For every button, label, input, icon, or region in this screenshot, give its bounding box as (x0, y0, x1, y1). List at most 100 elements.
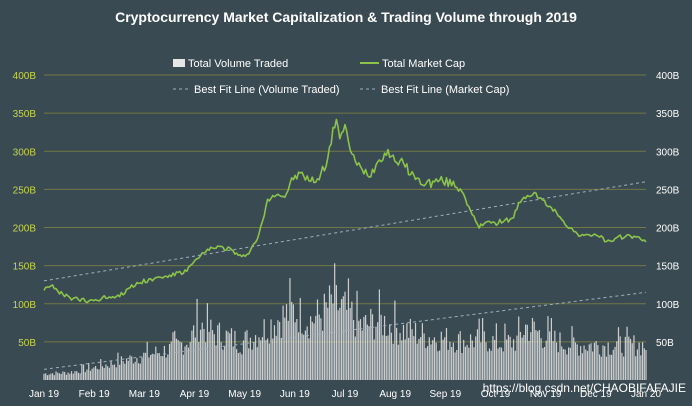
volume-bar (72, 373, 74, 380)
volume-bar (337, 310, 339, 380)
volume-bar (210, 319, 212, 380)
volume-bar (294, 322, 296, 380)
volume-bar (103, 367, 105, 380)
right-axis-ticks: 400B 350B 300B 250B 200B 150B 100B 50B (656, 71, 680, 349)
volume-bar (547, 316, 549, 380)
volume-bar (60, 373, 62, 380)
volume-bar (230, 328, 233, 380)
volume-bar (635, 356, 637, 380)
volume-bar (267, 338, 269, 380)
volume-bar (590, 343, 592, 380)
volume-bar (463, 339, 465, 380)
volume-bar (408, 337, 410, 380)
volume-bar (124, 363, 126, 380)
volume-bar (184, 346, 186, 380)
volume-bar (322, 330, 324, 380)
right-tick-label: 400B (656, 71, 680, 82)
volume-bar (390, 332, 393, 380)
volume-bar (500, 347, 503, 380)
volume-bar (330, 294, 332, 380)
volume-bar (397, 344, 399, 380)
volume-bar (368, 326, 370, 380)
market-cap-line (43, 118, 647, 304)
right-tick-label: 50B (656, 338, 674, 349)
volume-bar (420, 337, 422, 380)
volume-bar (122, 361, 124, 380)
volume-bar (327, 307, 329, 380)
volume-bar (421, 323, 423, 380)
volume-bar (614, 346, 616, 380)
volume-bar (598, 354, 601, 380)
volume-bar (261, 337, 264, 380)
volume-bar (604, 346, 606, 380)
legend-bestfit-market-cap-label: Best Fit Line (Market Cap) (381, 84, 509, 96)
volume-bar (144, 352, 147, 380)
volume-bar (531, 317, 534, 380)
volume-bar (461, 352, 463, 380)
volume-bar (456, 349, 458, 380)
volume-bar (404, 339, 406, 380)
volume-bar (645, 350, 647, 380)
left-tick-label: 150B (13, 262, 37, 273)
volume-bar (256, 347, 258, 380)
volume-bar (473, 347, 475, 380)
volume-bar (325, 302, 327, 380)
volume-bar (201, 322, 203, 380)
volume-bar (530, 332, 532, 380)
volume-bar (100, 359, 102, 380)
volume-bar (119, 364, 121, 380)
volume-bar (93, 367, 95, 380)
volume-bar (45, 373, 47, 380)
best-fit-lines (43, 181, 647, 370)
x-axis-ticks: Jan 19 Feb 19 Mar 19 Apr 19 May 19 Jun 19 Jul … (29, 389, 661, 400)
volume-bar (275, 335, 277, 380)
volume-bar (172, 332, 174, 380)
volume-bar (626, 326, 628, 380)
x-tick-label: Jan 20 (631, 389, 661, 400)
volume-bar (187, 347, 190, 380)
volume-bar (609, 354, 611, 380)
volume-bar (158, 353, 160, 380)
volume-bar (557, 352, 559, 380)
volume-bar (175, 338, 178, 380)
volume-bar (168, 343, 171, 380)
volume-bar (253, 342, 255, 380)
volume-bar (535, 330, 537, 380)
volume-bar (304, 330, 307, 380)
right-tick-label: 350B (656, 109, 680, 120)
volume-bar (525, 324, 527, 380)
volume-bar (454, 352, 456, 380)
volume-bar (251, 349, 253, 380)
volume-bar (514, 350, 516, 380)
volume-bar (576, 344, 578, 380)
volume-bar (105, 364, 107, 380)
volume-bar (218, 322, 221, 380)
volume-bar (506, 339, 508, 380)
x-tick-label: May 19 (228, 389, 261, 400)
volume-bar (528, 340, 530, 380)
volume-bar (394, 300, 396, 380)
volume-bar (555, 342, 558, 380)
volume-bar (550, 318, 552, 380)
volume-bar (177, 340, 179, 380)
volume-bar (310, 316, 312, 380)
volume-bar (234, 330, 236, 380)
volume-bar (258, 337, 260, 380)
volume-bar (617, 327, 620, 380)
volume-bar (131, 356, 133, 380)
volume-bar (592, 351, 594, 380)
volume-bar (466, 344, 468, 380)
volume-bar (57, 372, 59, 380)
volume-bar (624, 336, 626, 380)
x-tick-label: Nov 19 (530, 389, 562, 400)
volume-bar (406, 323, 408, 380)
volume-bar (120, 356, 122, 380)
volume-bar (383, 315, 386, 380)
volume-bar (561, 346, 563, 380)
volume-bar (98, 369, 100, 380)
volume-bar (377, 322, 379, 380)
volume-bar (628, 336, 630, 380)
volume-bar (170, 341, 172, 380)
volume-bar (346, 309, 348, 380)
